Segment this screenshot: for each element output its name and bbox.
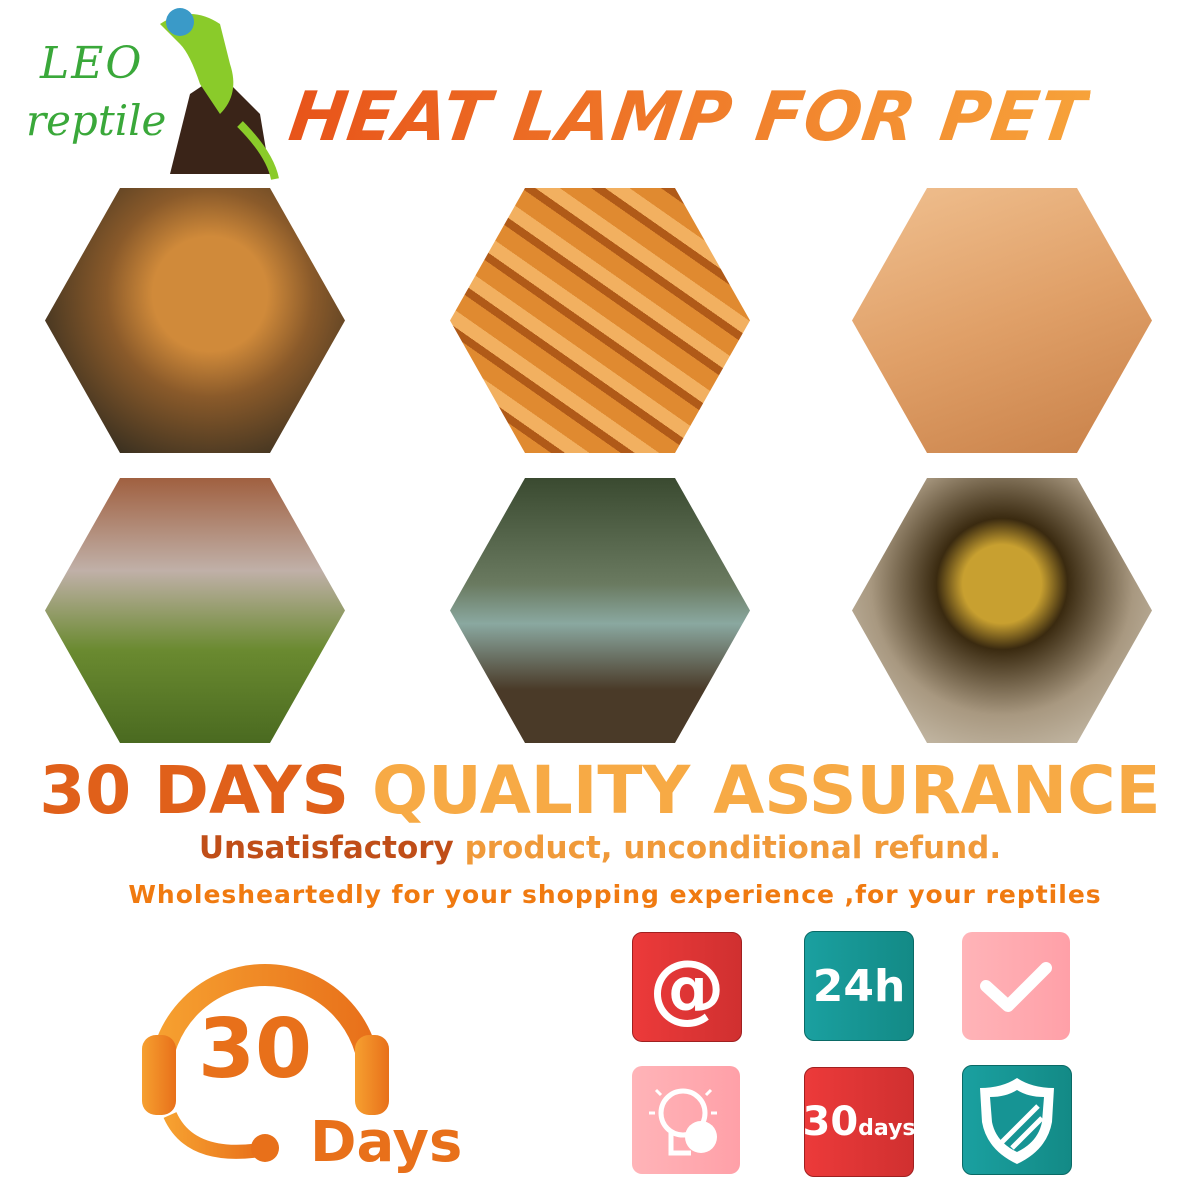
tile-shield — [962, 1065, 1072, 1175]
tile-email: @ — [632, 932, 742, 1042]
gallery-image-jumping-spider — [45, 478, 345, 743]
subline-part1: Unsatisfactory — [198, 830, 465, 866]
gallery-image-corn-snake — [450, 188, 750, 453]
page-title: HEAT LAMP FOR PET — [284, 78, 1093, 157]
gallery-image-box-turtle — [852, 478, 1152, 743]
subline: Unsatisfactory product, unconditional re… — [0, 830, 1200, 866]
30-days-badge: 30 Days — [130, 950, 480, 1190]
gallery-image-basilisk-lizard — [450, 478, 750, 743]
logo-text-reptile: reptile — [26, 96, 167, 145]
lizard-logo-icon — [160, 8, 279, 180]
bulb-gear-icon — [649, 1088, 717, 1156]
gallery-image-scorpion — [852, 188, 1152, 453]
30days-label: days — [858, 1116, 916, 1141]
tile-bulb-gear — [632, 1066, 740, 1174]
shield-icon — [980, 1078, 1054, 1164]
24h-icon: 24h — [812, 960, 906, 1012]
gallery-image-crested-gecko — [45, 188, 345, 453]
headline-part1: 30 DAYS — [39, 752, 373, 829]
30days-icon: 30days — [802, 1099, 915, 1145]
headset-icon — [142, 964, 389, 1162]
badge-label: Days — [310, 1110, 463, 1175]
subline-part2: product, unconditional refund. — [464, 830, 1002, 866]
30days-number: 30 — [802, 1099, 859, 1145]
logo-text-leo: LEO — [40, 38, 144, 89]
check-icon — [980, 962, 1052, 1012]
tagline: Wholesheartedly for your shopping experi… — [128, 880, 1102, 909]
tile-check — [962, 932, 1070, 1040]
headline: 30 DAYS QUALITY ASSURANCE — [0, 752, 1200, 829]
badge-number: 30 — [198, 1002, 313, 1097]
tile-24h: 24h — [804, 931, 914, 1041]
tile-30days: 30days — [802, 1067, 916, 1177]
at-icon: @ — [649, 942, 725, 1032]
headline-part2: QUALITY ASSURANCE — [372, 752, 1161, 829]
